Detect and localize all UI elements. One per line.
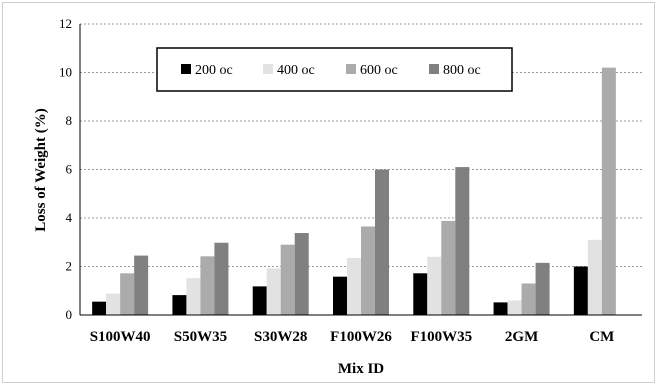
bar-F100W35-400-oc xyxy=(427,256,442,315)
y-tick-label: 4 xyxy=(66,210,73,225)
legend-swatch xyxy=(346,64,356,74)
legend-label: 800 oc xyxy=(443,63,481,78)
legend: 200 oc 400 oc 600 oc 800 oc xyxy=(156,47,513,92)
legend-items: 200 oc 400 oc 600 oc 800 oc xyxy=(181,63,481,78)
bar-S30W28-200-oc xyxy=(252,286,267,315)
bar-2GM-200-oc xyxy=(493,302,508,315)
bar-S30W28-600-oc xyxy=(280,244,295,315)
bar-F100W26-400-oc xyxy=(347,258,361,315)
legend-box xyxy=(156,47,513,92)
bar-F100W26-800-oc xyxy=(375,169,389,315)
legend-swatch xyxy=(181,64,191,74)
y-axis-title: Loss of Weight (%) xyxy=(33,108,49,231)
legend-label: 200 oc xyxy=(195,63,233,78)
x-tick-labels: S100W40 S50W35 S30W28 F100W26 F100W35 2GM CM xyxy=(90,329,615,345)
bar-S50W35-800-oc xyxy=(214,242,229,315)
bar-2GM-600-oc xyxy=(521,283,536,315)
y-tick-label: 10 xyxy=(59,65,72,80)
bar-CM-200-oc xyxy=(573,266,588,315)
x-tick-label: CM xyxy=(589,329,614,345)
bar-CM-400-oc xyxy=(587,239,602,315)
bar-F100W35-800-oc xyxy=(455,167,470,315)
y-tick-label: 2 xyxy=(66,259,73,274)
y-tick-label: 0 xyxy=(66,307,73,322)
bar-S100W40-200-oc xyxy=(92,301,107,315)
x-tick-label: S100W40 xyxy=(90,329,151,345)
y-tick-label: 12 xyxy=(59,16,72,31)
x-tick-label: 2GM xyxy=(505,329,538,345)
bar-S100W40-600-oc xyxy=(120,273,135,315)
bar-F100W26-200-oc xyxy=(333,276,347,315)
x-tick-label: F100W26 xyxy=(330,329,392,345)
bar-2GM-800-oc xyxy=(535,262,550,315)
bar-F100W35-200-oc xyxy=(413,273,428,315)
x-tick-label: F100W35 xyxy=(410,329,472,345)
bars xyxy=(92,67,616,316)
bar-S50W35-600-oc xyxy=(200,256,215,315)
legend-swatch xyxy=(263,64,273,74)
bar-CM-600-oc xyxy=(601,67,616,316)
bar-S50W35-400-oc xyxy=(186,278,201,315)
bar-S30W28-400-oc xyxy=(266,268,281,315)
legend-swatch xyxy=(429,64,439,74)
bar-S100W40-400-oc xyxy=(106,293,121,315)
bar-2GM-400-oc xyxy=(507,300,522,315)
legend-label: 600 oc xyxy=(360,63,398,78)
axes xyxy=(79,24,642,316)
x-tick-label: S30W28 xyxy=(254,329,307,345)
y-tick-labels: 0 2 4 6 8 10 12 xyxy=(59,16,73,322)
bar-F100W35-600-oc xyxy=(441,220,456,315)
bar-S50W35-200-oc xyxy=(172,295,187,315)
bar-S100W40-800-oc xyxy=(134,255,149,315)
bar-S30W28-800-oc xyxy=(294,233,309,315)
y-tick-label: 8 xyxy=(66,113,73,128)
x-axis-title: Mix ID xyxy=(338,361,384,377)
legend-label: 400 oc xyxy=(277,63,315,78)
y-tick-label: 6 xyxy=(66,162,73,177)
x-tick-label: S50W35 xyxy=(174,329,227,345)
bar-F100W26-600-oc xyxy=(361,226,375,315)
